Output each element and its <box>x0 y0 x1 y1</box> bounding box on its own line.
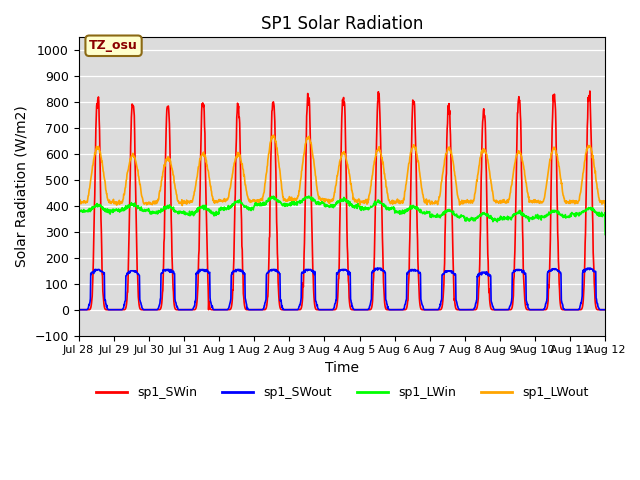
sp1_LWout <box>269 132 277 138</box>
sp1_SWout <box>493 307 500 312</box>
sp1_SWin <box>492 307 500 312</box>
sp1_LWin <box>192 208 200 214</box>
sp1_LWout <box>602 208 609 214</box>
sp1_LWout <box>75 199 83 205</box>
sp1_LWin <box>75 210 83 216</box>
sp1_SWout <box>192 296 200 301</box>
sp1_SWout <box>251 307 259 312</box>
sp1_LWin <box>179 210 187 216</box>
sp1_LWin <box>602 232 609 238</box>
sp1_LWout <box>179 201 187 206</box>
sp1_LWout <box>424 198 431 204</box>
Line: sp1_LWin: sp1_LWin <box>79 196 605 235</box>
X-axis label: Time: Time <box>325 361 359 375</box>
sp1_SWin <box>539 307 547 312</box>
Legend: sp1_SWin, sp1_SWout, sp1_LWin, sp1_LWout: sp1_SWin, sp1_SWout, sp1_LWin, sp1_LWout <box>91 381 593 404</box>
sp1_SWin <box>75 307 83 312</box>
sp1_SWout <box>179 307 187 312</box>
sp1_SWin <box>179 307 187 312</box>
sp1_SWin <box>251 307 259 312</box>
sp1_LWin <box>251 203 259 208</box>
sp1_LWout <box>540 199 547 204</box>
sp1_LWin <box>540 214 547 220</box>
sp1_SWin <box>586 88 594 94</box>
sp1_SWin <box>192 306 200 312</box>
sp1_LWout <box>493 200 500 205</box>
Line: sp1_SWout: sp1_SWout <box>79 268 605 310</box>
sp1_LWin <box>424 210 431 216</box>
Line: sp1_SWin: sp1_SWin <box>79 91 605 310</box>
sp1_LWin <box>493 218 500 224</box>
sp1_SWout <box>540 307 547 312</box>
sp1_SWout <box>371 265 379 271</box>
sp1_SWout <box>602 307 609 312</box>
Title: SP1 Solar Radiation: SP1 Solar Radiation <box>260 15 423 33</box>
Line: sp1_LWout: sp1_LWout <box>79 135 605 211</box>
sp1_SWin <box>424 307 431 312</box>
sp1_LWout <box>251 197 259 203</box>
sp1_LWin <box>305 193 313 199</box>
Y-axis label: Solar Radiation (W/m2): Solar Radiation (W/m2) <box>15 106 29 267</box>
sp1_SWout <box>424 307 431 312</box>
sp1_SWout <box>75 307 83 312</box>
sp1_LWout <box>192 182 200 188</box>
Text: TZ_osu: TZ_osu <box>89 39 138 52</box>
sp1_SWin <box>602 307 609 312</box>
